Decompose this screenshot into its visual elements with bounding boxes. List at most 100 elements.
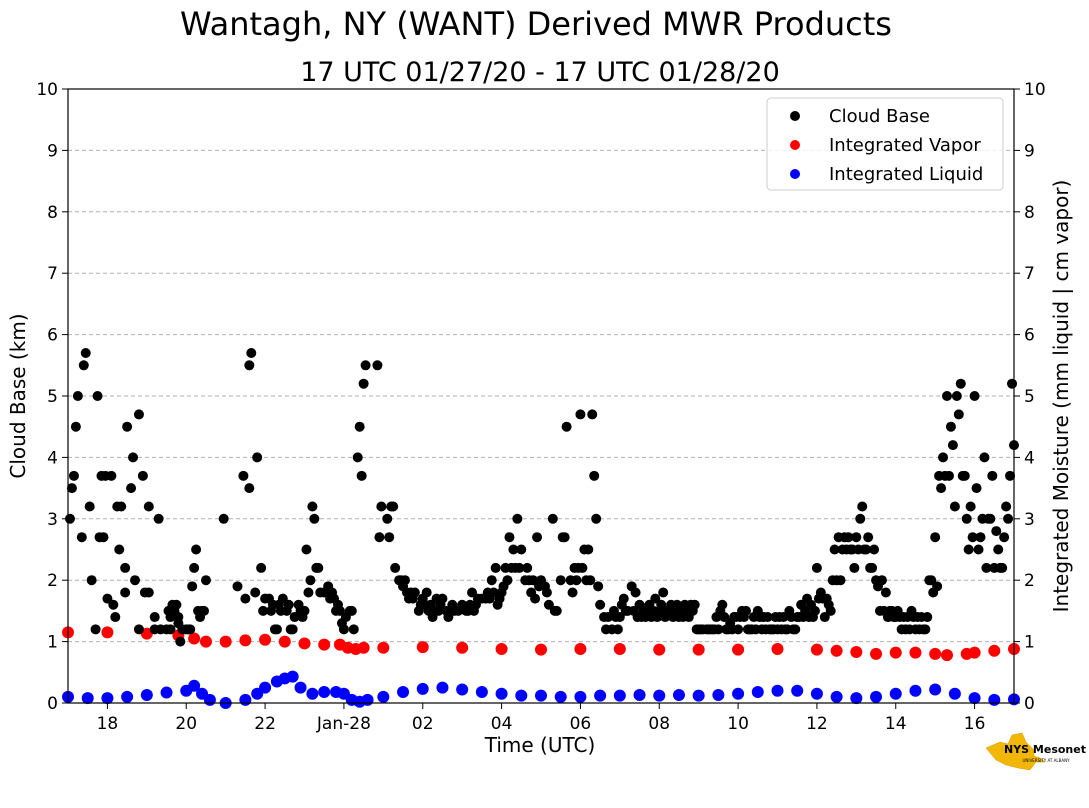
vapor-point-29	[850, 646, 863, 659]
vapor-point-28	[830, 644, 843, 657]
cloud-base-point-92	[305, 575, 316, 586]
liquid-point-24	[361, 693, 374, 706]
cloud-base-point-167	[490, 562, 501, 573]
new-york-state-shape-icon	[985, 732, 1046, 771]
cloud-base-point-320	[811, 562, 822, 573]
cloud-base-point-345	[861, 544, 872, 555]
liquid-point-17	[294, 681, 307, 694]
cloud-base-point-173	[502, 575, 513, 586]
vapor-point-32	[909, 646, 922, 659]
cloud-base-point-59	[198, 605, 209, 616]
cloud-base-point-165	[486, 575, 497, 586]
cloud-base-point-62	[232, 581, 243, 592]
cloud-base-point-113	[354, 421, 365, 432]
liquid-point-51	[889, 687, 902, 700]
chart-title: Wantagh, NY (WANT) Derived MWR Products	[180, 5, 892, 43]
cloud-base-point-64	[240, 593, 251, 604]
cloud-base-point-25	[122, 421, 133, 432]
cloud-base-point-70	[256, 562, 267, 573]
liquid-point-49	[850, 692, 863, 705]
cloud-base-point-384	[938, 452, 949, 463]
liquid-point-26	[397, 685, 410, 698]
cloud-base-point-406	[981, 562, 992, 573]
cloud-base-point-414	[997, 562, 1008, 573]
liquid-point-11	[239, 693, 252, 706]
cloud-base-point-336	[843, 532, 854, 543]
vapor-point-33	[929, 647, 942, 660]
y-axis-ticks: 0 1 2 3 4 5 6 7 8 9 10	[36, 80, 68, 714]
cloud-base-point-215	[595, 599, 606, 610]
vapor-point-31	[889, 646, 902, 659]
legend: Cloud Base Integrated Vapor Integrated L…	[766, 97, 1004, 191]
y-tick-label-1: 1	[47, 633, 58, 653]
cloud-base-point-123	[388, 501, 399, 512]
cloud-base-point-133	[409, 587, 420, 598]
liquid-point-19	[318, 685, 331, 698]
cloud-base-point-18	[108, 599, 119, 610]
cloud-base-point-390	[949, 501, 960, 512]
cloud-base-point-408	[985, 513, 996, 524]
cloud-base-point-182	[522, 562, 533, 573]
cloud-base-point-116	[360, 360, 371, 371]
cloud-base-point-96	[313, 562, 324, 573]
cloud-base-point-6	[78, 360, 89, 371]
cloud-base-point-9	[86, 575, 97, 586]
y-tick-label-8: 8	[47, 203, 58, 223]
cloud-base-point-112	[352, 452, 363, 463]
cloud-base-point-91	[303, 587, 314, 598]
legend-marker-integrated-vapor	[790, 140, 800, 150]
cloud-base-point-280	[733, 624, 744, 635]
vapor-point-11	[318, 638, 331, 651]
y2-axis-label: Integrated Moisture (mm liquid | cm vapo…	[1049, 180, 1073, 613]
cloud-base-point-415	[999, 532, 1010, 543]
liquid-point-36	[594, 689, 607, 702]
liquid-point-7	[188, 679, 201, 692]
y2-tick-label-10: 10	[1024, 80, 1046, 100]
cloud-base-point-110	[346, 605, 357, 616]
cloud-base-point-349	[869, 544, 880, 555]
vapor-point-34	[940, 649, 953, 662]
cloud-base-point-69	[252, 452, 263, 463]
cloud-base-point-213	[591, 513, 602, 524]
y-tick-label-7: 7	[47, 264, 58, 284]
cloud-base-point-34	[143, 587, 154, 598]
cloud-base-point-65	[244, 483, 255, 494]
cloud-base-point-383	[936, 483, 947, 494]
vapor-point-1	[101, 626, 114, 639]
y2-tick-label-7: 7	[1024, 264, 1035, 284]
cloud-base-point-107	[338, 624, 349, 635]
vapor-point-10	[298, 637, 311, 650]
cloud-base-point-55	[191, 544, 202, 555]
cloud-base-point-1	[66, 483, 77, 494]
cloud-base-point-391	[951, 391, 962, 401]
cloud-base-point-63	[238, 470, 249, 481]
liquid-point-2	[101, 692, 114, 705]
vapor-point-2	[140, 627, 153, 640]
cloud-base-point-259	[689, 599, 700, 610]
legend-label-integrated-vapor: Integrated Vapor	[829, 135, 981, 156]
vapor-point-19	[495, 642, 508, 655]
legend-marker-cloud-base	[790, 111, 800, 121]
cloud-base-point-77	[271, 624, 282, 635]
vapor-point-36	[968, 646, 981, 659]
cloud-base-point-35	[149, 612, 160, 623]
y-tick-label-4: 4	[47, 448, 58, 468]
x-tick-label-8: 10	[727, 714, 749, 734]
cloud-base-point-5	[76, 532, 87, 543]
liquid-point-34	[554, 690, 567, 703]
cloud-base-point-26	[126, 483, 137, 494]
vapor-point-30	[870, 647, 883, 660]
liquid-point-37	[613, 689, 626, 702]
cloud-base-point-8	[84, 501, 95, 512]
cloud-base-point-31	[137, 470, 148, 481]
cloud-base-point-416	[1001, 501, 1012, 512]
liquid-point-38	[633, 689, 646, 702]
cloud-base-point-244	[658, 587, 669, 598]
cloud-base-point-199	[561, 421, 572, 432]
vapor-point-4	[188, 632, 201, 645]
cloud-base-point-346	[863, 532, 874, 543]
y-axis-label: Cloud Base (km)	[6, 313, 30, 478]
cloud-base-point-398	[965, 501, 976, 512]
cloud-base-point-94	[309, 513, 320, 524]
liquid-point-56	[988, 693, 1001, 706]
